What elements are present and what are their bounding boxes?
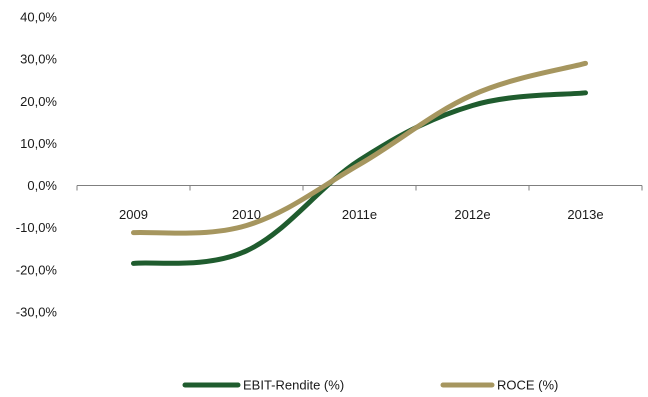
y-tick-label: 10,0% xyxy=(20,136,57,151)
y-axis-tick-labels: 40,0% 30,0% 20,0% 10,0% 0,0% -10,0% -20,0% -30,… xyxy=(16,10,58,320)
legend: EBIT-Rendite (%) ROCE (%) xyxy=(182,378,558,393)
series-line-roce xyxy=(131,60,588,236)
y-tick-label: 0,0% xyxy=(27,178,57,193)
x-tick-label: 2013e xyxy=(567,207,603,222)
y-tick-label: 40,0% xyxy=(20,10,57,25)
x-axis-tick-marks xyxy=(76,185,643,191)
y-tick-label: -30,0% xyxy=(16,304,58,319)
x-tick-label: 2009 xyxy=(119,207,148,222)
x-tick-label: 2010 xyxy=(232,207,261,222)
legend-label: EBIT-Rendite (%) xyxy=(243,378,344,393)
x-tick-label: 2012e xyxy=(454,207,490,222)
series-lines xyxy=(131,60,588,266)
series-line-ebit-rendite xyxy=(131,90,588,266)
y-tick-label: 30,0% xyxy=(20,52,57,67)
x-tick-label: 2011e xyxy=(342,207,377,222)
y-tick-label: -20,0% xyxy=(16,262,58,277)
y-tick-label: 20,0% xyxy=(20,94,57,109)
y-tick-label: -10,0% xyxy=(16,220,58,235)
x-axis-tick-labels: 2009 2010 2011e 2012e 2013e xyxy=(119,207,604,222)
legend-label: ROCE (%) xyxy=(497,378,558,393)
